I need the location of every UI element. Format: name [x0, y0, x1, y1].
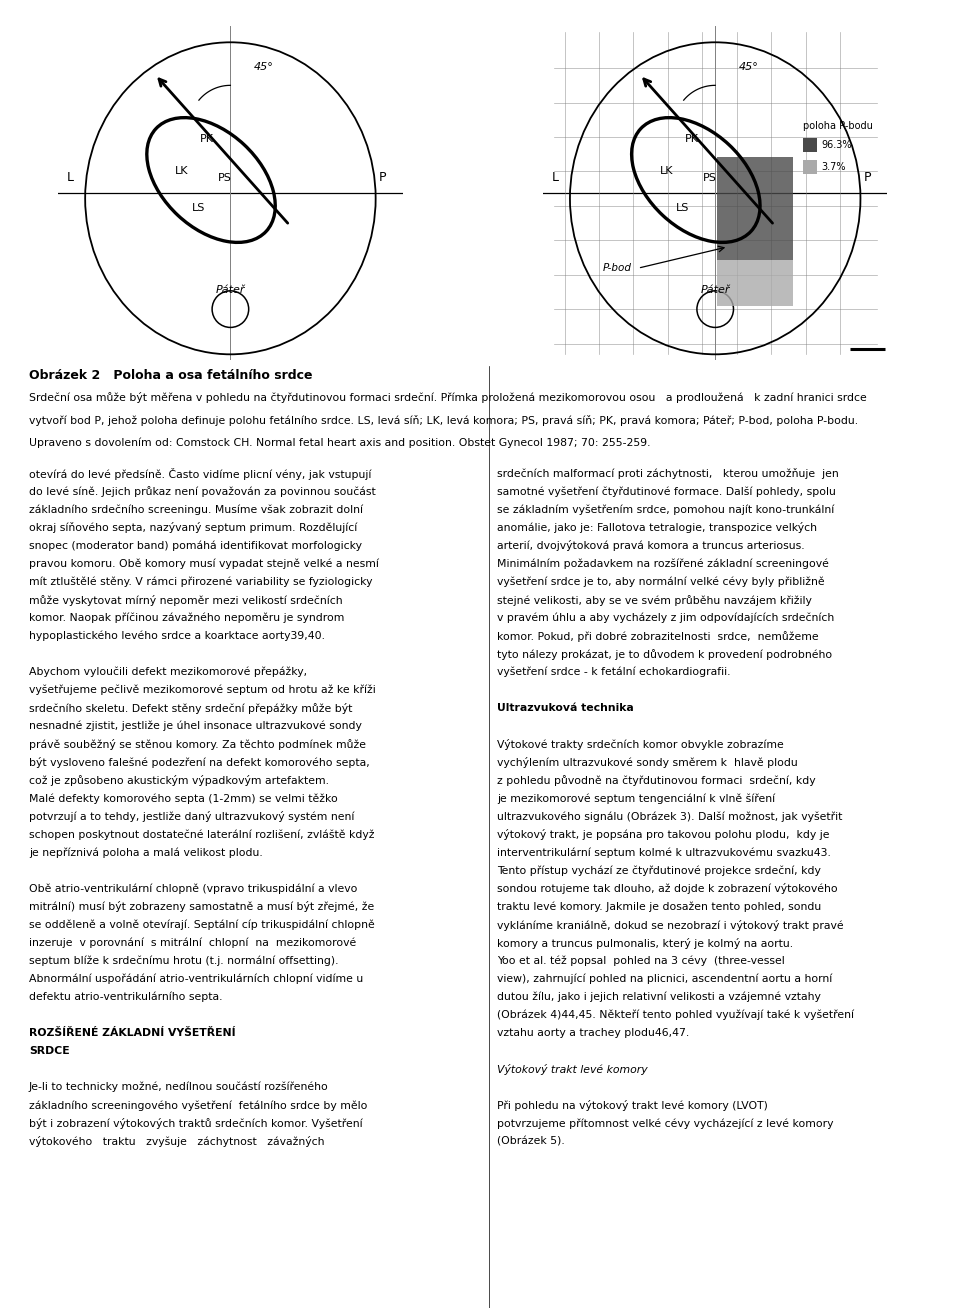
- Text: Tento přístup vychází ze čtyřdutinové projekce srdeční, kdy: Tento přístup vychází ze čtyřdutinové pr…: [497, 866, 821, 876]
- Text: SRDCE: SRDCE: [29, 1046, 69, 1056]
- Text: výtokového   traktu   zvyšuje   záchytnost   závažných: výtokového traktu zvyšuje záchytnost záv…: [29, 1137, 324, 1147]
- Text: samotné vyšetření čtyřdutinové formace. Další pohledy, spolu: samotné vyšetření čtyřdutinové formace. …: [497, 487, 836, 497]
- Text: z pohledu původně na čtyřdutinovou formaci  srdeční, kdy: z pohledu původně na čtyřdutinovou forma…: [497, 776, 816, 786]
- Text: anomálie, jako je: Fallotova tetralogie, transpozice velkých: anomálie, jako je: Fallotova tetralogie,…: [497, 522, 817, 534]
- Text: Ultrazvuková technika: Ultrazvuková technika: [497, 702, 634, 713]
- Text: poloha P-bodu: poloha P-bodu: [804, 122, 874, 131]
- Text: Výtokový trakt levé komory: Výtokový trakt levé komory: [497, 1063, 648, 1075]
- Text: právě souběžný se stěnou komory. Za těchto podmínek může: právě souběžný se stěnou komory. Za těch…: [29, 739, 366, 749]
- Text: schopen poskytnout dostatečné laterální rozlišení, zvláště když: schopen poskytnout dostatečné laterální …: [29, 829, 374, 840]
- Text: (Obrázek 5).: (Obrázek 5).: [497, 1137, 565, 1146]
- Text: potvrzujeme přítomnost velké cévy vycházející z levé komory: potvrzujeme přítomnost velké cévy vycház…: [497, 1118, 834, 1129]
- Text: L: L: [67, 171, 74, 184]
- Text: se odděleně a volně otevírají. Septální cíp trikuspidální chlopně: se odděleně a volně otevírají. Septální …: [29, 920, 374, 930]
- Text: Je-li to technicky možné, nedílnou součástí rozšířeného: Je-li to technicky možné, nedílnou součá…: [29, 1082, 328, 1092]
- Text: mít ztluštělé stěny. V rámci přirozené variability se fyziologicky: mít ztluštělé stěny. V rámci přirozené v…: [29, 577, 372, 587]
- Text: LS: LS: [191, 203, 204, 213]
- Text: snopec (moderator band) pomáhá identifikovat morfologicky: snopec (moderator band) pomáhá identifik…: [29, 540, 362, 551]
- Text: základního srdečního screeningu. Musíme však zobrazit dolní: základního srdečního screeningu. Musíme …: [29, 505, 363, 515]
- Bar: [804, 160, 817, 174]
- Text: PS: PS: [218, 173, 232, 183]
- Text: LS: LS: [676, 203, 689, 213]
- Text: pravou komoru. Obě komory musí vypadat stejně velké a nesmí: pravou komoru. Obě komory musí vypadat s…: [29, 559, 378, 569]
- Text: L: L: [552, 171, 559, 184]
- Text: což je způsobeno akustickým výpadkovým artefaktem.: což je způsobeno akustickým výpadkovým a…: [29, 776, 328, 786]
- Text: sondou rotujeme tak dlouho, až dojde k zobrazení výtokového: sondou rotujeme tak dlouho, až dojde k z…: [497, 883, 838, 895]
- Text: Páteř: Páteř: [216, 285, 245, 296]
- Text: tyto nálezy prokázat, je to důvodem k provedení podrobného: tyto nálezy prokázat, je to důvodem k pr…: [497, 649, 832, 659]
- Text: být vysloveno falešné podezření na defekt komorového septa,: být vysloveno falešné podezření na defek…: [29, 757, 370, 768]
- Text: vyšetření srdce je to, aby normální velké cévy byly přibližně: vyšetření srdce je to, aby normální velk…: [497, 577, 825, 587]
- Text: Páteř: Páteř: [701, 285, 730, 296]
- Text: je mezikomorové septum tengenciální k vlně šíření: je mezikomorové septum tengenciální k vl…: [497, 793, 776, 803]
- Text: potvrzují a to tehdy, jestliže daný ultrazvukový systém není: potvrzují a to tehdy, jestliže daný ultr…: [29, 811, 354, 823]
- Text: se základním vyšetřením srdce, pomohou najít kono-trunkální: se základním vyšetřením srdce, pomohou n…: [497, 505, 834, 515]
- Text: Výtokové trakty srdečních komor obvykle zobrazíme: Výtokové trakty srdečních komor obvykle …: [497, 739, 784, 749]
- Text: Upraveno s dovolením od: Comstock CH. Normal fetal heart axis and position. Obst: Upraveno s dovolením od: Comstock CH. No…: [29, 437, 650, 449]
- Text: srdečního skeletu. Defekt stěny srdeční přepážky může být: srdečního skeletu. Defekt stěny srdeční …: [29, 702, 352, 714]
- Text: Obě atrio-ventrikulární chlopně (vpravo trikuspidální a vlevo: Obě atrio-ventrikulární chlopně (vpravo …: [29, 883, 357, 893]
- Text: nesnadné zjistit, jestliže je úhel insonace ultrazvukové sondy: nesnadné zjistit, jestliže je úhel inson…: [29, 721, 362, 731]
- Text: vytvoří bod P, jehož poloha definuje polohu fetálního srdce. LS, levá síň; LK, l: vytvoří bod P, jehož poloha definuje pol…: [29, 415, 858, 425]
- Text: vychýlením ultrazvukové sondy směrem k  hlavě plodu: vychýlením ultrazvukové sondy směrem k h…: [497, 757, 798, 768]
- Text: 3.7%: 3.7%: [822, 162, 846, 171]
- Text: P: P: [864, 171, 872, 184]
- Text: výtokový trakt, je popsána pro takovou polohu plodu,  kdy je: výtokový trakt, je popsána pro takovou p…: [497, 829, 829, 840]
- Text: může vyskytovat mírný nepoměr mezi velikostí srdečních: může vyskytovat mírný nepoměr mezi velik…: [29, 595, 343, 606]
- Text: P: P: [379, 171, 387, 184]
- Text: P-bod: P-bod: [602, 263, 632, 273]
- Text: do levé síně. Jejich průkaz není považován za povinnou součást: do levé síně. Jejich průkaz není považov…: [29, 487, 375, 497]
- Text: PK: PK: [684, 135, 699, 144]
- Text: základního screeningového vyšetření  fetálního srdce by mělo: základního screeningového vyšetření fetá…: [29, 1100, 367, 1110]
- Text: vyšetření srdce - k fetální echokardiografii.: vyšetření srdce - k fetální echokardiogr…: [497, 667, 731, 678]
- Text: okraj síňového septa, nazývaný septum primum. Rozdělující: okraj síňového septa, nazývaný septum pr…: [29, 522, 357, 534]
- Text: ultrazvukového signálu (Obrázek 3). Další možnost, jak vyšetřit: ultrazvukového signálu (Obrázek 3). Dalš…: [497, 811, 843, 821]
- Text: je nepříznivá poloha a malá velikost plodu.: je nepříznivá poloha a malá velikost plo…: [29, 848, 262, 858]
- Text: Abychom vyloučili defekt mezikomorové přepážky,: Abychom vyloučili defekt mezikomorové př…: [29, 667, 307, 678]
- Text: ROZŠÍŘENÉ ZÁKLADNÍ VYŠETŘENÍ: ROZŠÍŘENÉ ZÁKLADNÍ VYŠETŘENÍ: [29, 1028, 235, 1037]
- Text: mitrální) musí být zobrazeny samostatně a musí být zřejmé, že: mitrální) musí být zobrazeny samostatně …: [29, 901, 374, 913]
- Bar: [717, 157, 793, 260]
- Text: inzeruje  v porovnání  s mitrální  chlopní  na  mezikomorové: inzeruje v porovnání s mitrální chlopní …: [29, 938, 356, 948]
- Text: komor. Pokud, při dobré zobrazitelnosti  srdce,  nemůžeme: komor. Pokud, při dobré zobrazitelnosti …: [497, 630, 819, 642]
- Text: PK: PK: [200, 135, 214, 144]
- Text: Yoo et al. též popsal  pohled na 3 cévy  (three-vessel: Yoo et al. též popsal pohled na 3 cévy (…: [497, 956, 785, 967]
- Text: komor. Naopak příčinou závažného nepoměru je syndrom: komor. Naopak příčinou závažného nepoměr…: [29, 612, 345, 623]
- Text: traktu levé komory. Jakmile je dosažen tento pohled, sondu: traktu levé komory. Jakmile je dosažen t…: [497, 901, 822, 912]
- Text: otevírá do levé předsíně. Často vidíme plicní vény, jak vstupují: otevírá do levé předsíně. Často vidíme p…: [29, 468, 372, 480]
- Text: defektu atrio-ventrikulárního septa.: defektu atrio-ventrikulárního septa.: [29, 991, 223, 1002]
- Bar: [804, 139, 817, 152]
- Text: dutou žílu, jako i jejich relativní velikosti a vzájemné vztahy: dutou žílu, jako i jejich relativní veli…: [497, 991, 821, 1002]
- Text: stejné velikosti, aby se ve svém průběhu navzájem křižily: stejné velikosti, aby se ve svém průběhu…: [497, 595, 812, 606]
- Text: view), zahrnující pohled na plicnici, ascendentní aortu a horní: view), zahrnující pohled na plicnici, as…: [497, 973, 832, 984]
- Text: interventrikulární septum kolmé k ultrazvukovému svazku43.: interventrikulární septum kolmé k ultraz…: [497, 848, 831, 858]
- Bar: [717, 260, 793, 306]
- Text: LK: LK: [176, 166, 189, 177]
- Text: hypoplastického levého srdce a koarktace aorty39,40.: hypoplastického levého srdce a koarktace…: [29, 630, 324, 641]
- Text: být i zobrazení výtokových traktů srdečních komor. Vyšetření: být i zobrazení výtokových traktů srdečn…: [29, 1118, 363, 1129]
- Text: vykláníme kraniálně, dokud se nezobrazí i výtokový trakt pravé: vykláníme kraniálně, dokud se nezobrazí …: [497, 920, 844, 930]
- Text: Minimálním požadavkem na rozšířené základní screeningové: Minimálním požadavkem na rozšířené zákla…: [497, 559, 829, 569]
- Text: arterií, dvojvýtoková pravá komora a truncus arteriosus.: arterií, dvojvýtoková pravá komora a tru…: [497, 540, 804, 552]
- Text: 45°: 45°: [254, 63, 274, 72]
- Text: Malé defekty komorového septa (1-2mm) se velmi těžko: Malé defekty komorového septa (1-2mm) se…: [29, 793, 338, 803]
- Text: 96.3%: 96.3%: [822, 140, 852, 150]
- Text: srdečních malformací proti záchytnosti,   kterou umožňuje  jen: srdečních malformací proti záchytnosti, …: [497, 468, 839, 479]
- Text: komory a truncus pulmonalis, který je kolmý na aortu.: komory a truncus pulmonalis, který je ko…: [497, 938, 793, 948]
- Text: Obrázek 2   Poloha a osa fetálního srdce: Obrázek 2 Poloha a osa fetálního srdce: [29, 369, 312, 382]
- Text: Srdeční osa může být měřena v pohledu na čtyřdutinovou formaci srdeční. Přímka p: Srdeční osa může být měřena v pohledu na…: [29, 392, 867, 403]
- Text: vyšetřujeme pečlivě mezikomorové septum od hrotu až ke kříži: vyšetřujeme pečlivě mezikomorové septum …: [29, 685, 375, 696]
- Text: Abnormální uspořádání atrio-ventrikulárních chlopní vidíme u: Abnormální uspořádání atrio-ventrikulárn…: [29, 973, 363, 984]
- Text: (Obrázek 4)44,45. Někteří tento pohled využívají také k vyšetření: (Obrázek 4)44,45. Někteří tento pohled v…: [497, 1010, 854, 1020]
- Text: vztahu aorty a trachey plodu46,47.: vztahu aorty a trachey plodu46,47.: [497, 1028, 689, 1037]
- Text: PS: PS: [703, 173, 717, 183]
- Text: septum blíže k srdečnímu hrotu (t.j. normální offsetting).: septum blíže k srdečnímu hrotu (t.j. nor…: [29, 956, 338, 967]
- Text: LK: LK: [660, 166, 674, 177]
- Text: 45°: 45°: [739, 63, 758, 72]
- Text: Při pohledu na výtokový trakt levé komory (LVOT): Při pohledu na výtokový trakt levé komor…: [497, 1100, 768, 1110]
- Text: v pravém úhlu a aby vycházely z jim odpovídajících srdečních: v pravém úhlu a aby vycházely z jim odpo…: [497, 612, 834, 623]
